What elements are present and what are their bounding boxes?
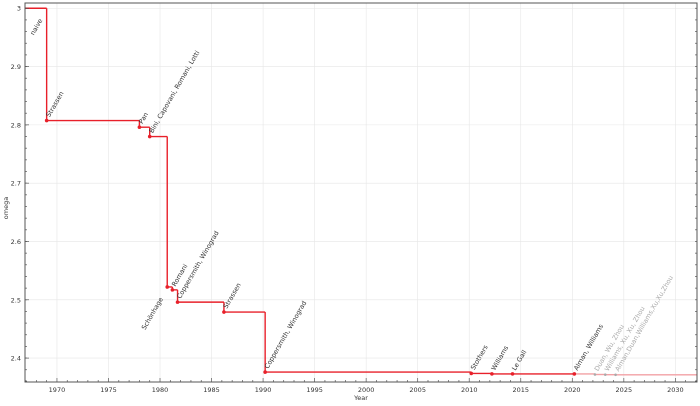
data-point bbox=[593, 373, 597, 376]
x-tick-label: 2020 bbox=[564, 386, 581, 394]
point-label: Strassen bbox=[44, 90, 65, 118]
x-tick-label: 2030 bbox=[667, 386, 684, 394]
x-tick-label: 1975 bbox=[100, 386, 117, 394]
x-axis: 1970 1975 1980 1985 1990 1995 2000 2005 2010 2015… bbox=[25, 378, 697, 394]
data-point bbox=[490, 372, 494, 376]
data-point bbox=[469, 371, 474, 376]
grid bbox=[25, 3, 697, 382]
y-axis: 2.4 2.5 2.6 2.7 2.8 2.9 3 bbox=[11, 5, 697, 382]
y-tick-label: 2.6 bbox=[11, 238, 21, 246]
data-point bbox=[170, 288, 175, 292]
y-tick-label: 2.5 bbox=[11, 296, 21, 304]
x-tick-label: 2010 bbox=[461, 386, 478, 394]
point-label: Schönhage bbox=[140, 296, 165, 331]
x-tick-label: 1985 bbox=[203, 386, 220, 394]
point-label: Pan bbox=[137, 111, 150, 125]
y-tick-label: 2.9 bbox=[11, 63, 21, 71]
data-point bbox=[510, 372, 515, 376]
x-tick-label: 1995 bbox=[306, 386, 323, 394]
data-point bbox=[175, 300, 180, 304]
plot-frame bbox=[24, 2, 698, 383]
x-tick-label: 2015 bbox=[512, 386, 529, 394]
point-label: naive bbox=[29, 17, 45, 36]
data-point bbox=[147, 134, 152, 139]
x-axis-label: Year bbox=[353, 394, 368, 402]
point-label: Le Gall bbox=[510, 349, 528, 372]
data-point bbox=[614, 373, 617, 377]
data-point bbox=[137, 125, 142, 129]
x-tick-label: 1990 bbox=[255, 386, 272, 394]
point-label: Coppersmith, Winograd bbox=[263, 300, 308, 371]
x-tick-label: 1980 bbox=[152, 386, 169, 394]
x-tick-label: 2025 bbox=[616, 386, 633, 394]
point-label: Bini, Capovani, Romani, Lotti bbox=[148, 49, 202, 134]
y-tick-label: 2.8 bbox=[11, 121, 21, 129]
y-tick-label: 2.7 bbox=[11, 180, 21, 188]
data-point bbox=[603, 373, 607, 376]
x-tick-label: 2005 bbox=[409, 386, 426, 394]
y-tick-label: 3 bbox=[17, 5, 21, 13]
data-point bbox=[222, 310, 226, 314]
y-tick-label: 2.4 bbox=[11, 355, 21, 363]
point-label: Stothers bbox=[469, 343, 490, 371]
data-point bbox=[263, 370, 267, 374]
y-axis-label: omega bbox=[2, 197, 10, 219]
data-point bbox=[44, 118, 49, 123]
point-label: Strassen bbox=[222, 282, 243, 310]
omega-series bbox=[25, 7, 697, 377]
x-tick-label: 2000 bbox=[358, 386, 375, 394]
data-point bbox=[165, 285, 170, 289]
data-point bbox=[572, 372, 577, 376]
x-tick-label: 1970 bbox=[49, 386, 66, 394]
